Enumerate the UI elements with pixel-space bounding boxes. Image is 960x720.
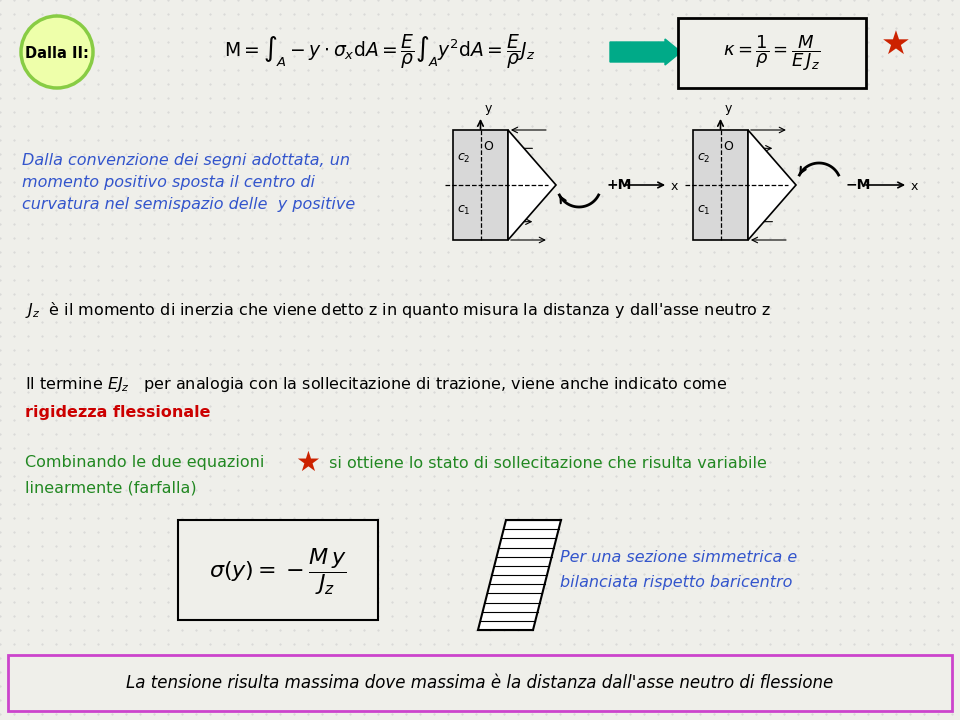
Bar	[8, 655, 952, 711]
Text: −M: −M	[846, 178, 872, 192]
Polygon shape	[478, 520, 561, 630]
Bar	[453, 130, 508, 240]
Polygon shape	[508, 130, 556, 240]
Text: y: y	[485, 102, 492, 115]
Text: y: y	[725, 102, 732, 115]
Text: $c_2$: $c_2$	[457, 152, 470, 165]
Text: $c_1$: $c_1$	[697, 204, 710, 217]
Text: linearmente (farfalla): linearmente (farfalla)	[25, 480, 197, 495]
Text: bilanciata rispetto baricentro: bilanciata rispetto baricentro	[560, 575, 792, 590]
Text: +M: +M	[606, 178, 632, 192]
Text: O: O	[483, 140, 493, 153]
Text: La tensione risulta massima dove massima è la distanza dall'asse neutro di fless: La tensione risulta massima dove massima…	[127, 674, 833, 692]
Text: $\kappa = \dfrac{1}{\rho} = \dfrac{M}{E\,J_z}$: $\kappa = \dfrac{1}{\rho} = \dfrac{M}{E\…	[724, 33, 821, 73]
Text: rigidezza flessionale: rigidezza flessionale	[25, 405, 210, 420]
Text: curvatura nel semispazio delle  y positive: curvatura nel semispazio delle y positiv…	[22, 197, 355, 212]
Text: Il termine $EJ_z$   per analogia con la sollecitazione di trazione, viene anche : Il termine $EJ_z$ per analogia con la so…	[25, 376, 728, 395]
Text: x: x	[911, 179, 919, 192]
Text: Combinando le due equazioni: Combinando le due equazioni	[25, 456, 264, 470]
Text: Dalla II:: Dalla II:	[25, 45, 89, 60]
Text: $\mathrm{M} = \int_A -y \cdot \sigma_x \mathrm{d}A = \dfrac{E}{\rho}\int_A y^2\m: $\mathrm{M} = \int_A -y \cdot \sigma_x \…	[225, 32, 536, 71]
Text: x: x	[671, 179, 679, 192]
Text: momento positivo sposta il centro di: momento positivo sposta il centro di	[22, 174, 315, 189]
Bar	[693, 130, 748, 240]
Polygon shape	[748, 130, 796, 240]
Text: ★: ★	[296, 449, 321, 477]
Bar	[178, 520, 378, 620]
Bar	[678, 18, 866, 88]
Text: si ottiene lo stato di sollecitazione che risulta variabile: si ottiene lo stato di sollecitazione ch…	[324, 456, 767, 470]
Text: Per una sezione simmetrica e: Per una sezione simmetrica e	[560, 551, 797, 565]
Circle shape	[21, 16, 93, 88]
FancyArrow shape	[610, 39, 681, 65]
Text: $J_z$  è il momento di inerzia che viene detto z in quanto misura la distanza y : $J_z$ è il momento di inerzia che viene …	[25, 300, 772, 320]
Text: ★: ★	[881, 29, 911, 61]
Text: $\sigma(y) = -\dfrac{M\,y}{J_z}$: $\sigma(y) = -\dfrac{M\,y}{J_z}$	[209, 546, 347, 598]
Text: $c_1$: $c_1$	[457, 204, 470, 217]
Text: Dalla convenzione dei segni adottata, un: Dalla convenzione dei segni adottata, un	[22, 153, 350, 168]
Text: O: O	[723, 140, 733, 153]
Text: $c_2$: $c_2$	[697, 152, 710, 165]
